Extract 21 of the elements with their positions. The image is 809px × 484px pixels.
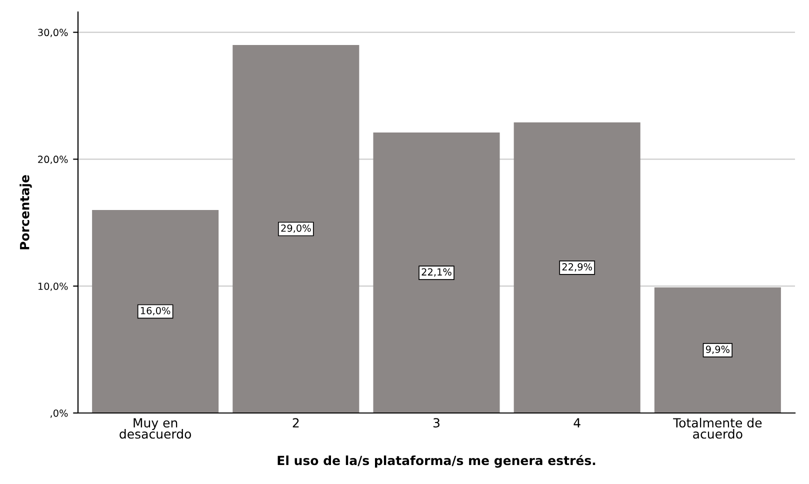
data-label: 9,9% [706,346,730,354]
y-tick-label: 20,0% [38,156,68,164]
y-tick-label: 30,0% [38,28,68,38]
x-tick-label: Muy en desacuerdo [120,418,192,439]
y-tick-label: 10,0% [38,282,68,291]
x-tick-label: 4 [574,418,580,428]
x-tick-label: 3 [433,418,440,428]
bar [514,122,640,413]
bar [232,44,360,413]
data-label: 16,0% [140,306,170,316]
data-label: 29,0% [281,224,311,233]
x-axis-title: El uso de la/s plataforma/s me genera estrés. [278,454,596,468]
data-label: 22,9% [562,263,592,272]
y-axis-title: Porcentaje [20,175,32,250]
x-tick-label: Totalmente de acuerdo [673,418,762,439]
bar [654,287,781,413]
bar [373,132,500,413]
x-tick-label: 2 [292,418,299,428]
y-tick-label: ,0% [50,409,68,418]
data-label: 22,1% [422,268,452,277]
bar [92,210,219,413]
